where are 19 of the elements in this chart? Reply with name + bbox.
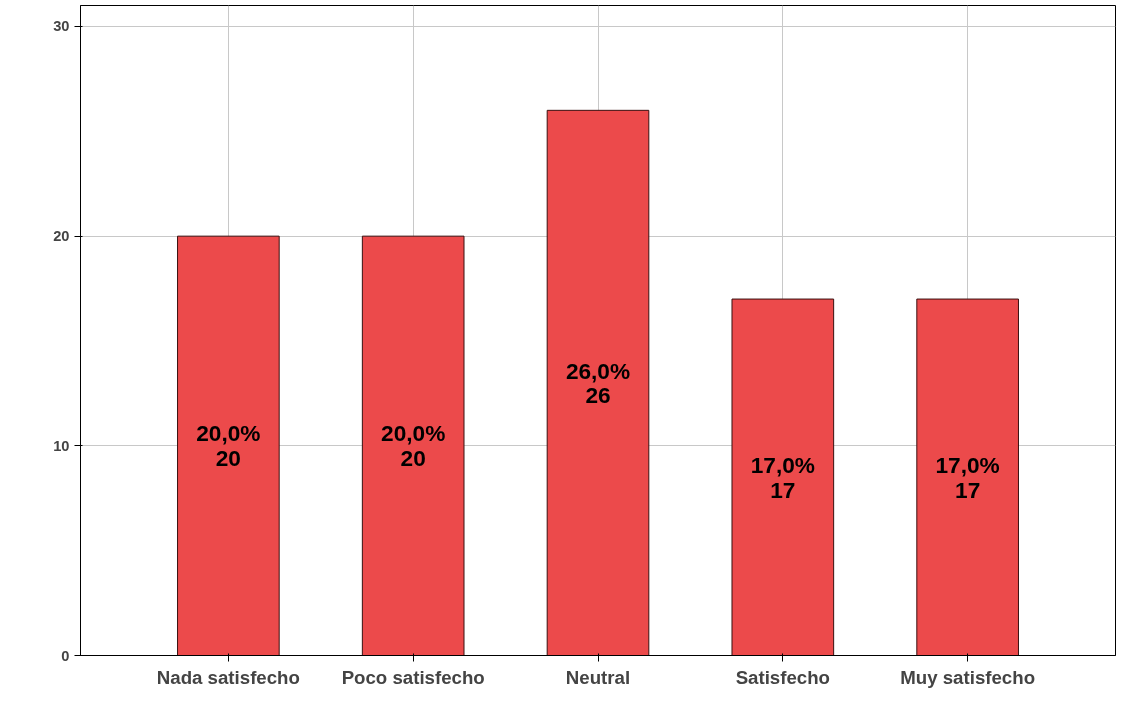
bar [361,235,465,656]
data-label: 20,0% 20 [196,420,261,472]
bar [177,235,280,656]
bar [546,109,650,656]
x-tick-label: Nada satisfecho [156,666,300,688]
y-tick-label: 10 [53,437,70,454]
data-label: 17,0% 17 [935,451,1000,503]
data-label: 17,0% 17 [750,451,815,503]
x-tick-label: Poco satisfecho [341,666,485,688]
bar [916,298,1019,656]
y-tick-label: 30 [53,18,70,35]
x-tick-label: Neutral [565,666,631,688]
data-label: 20,0% 20 [381,420,446,472]
x-tick-label: Satisfecho [735,666,831,688]
x-tick-label: Muy satisfecho [900,666,1036,688]
data-label: 26,0% 26 [565,357,631,409]
y-tick-label: 20 [53,228,70,245]
bar [731,298,835,656]
y-tick-label: 0 [61,647,70,664]
